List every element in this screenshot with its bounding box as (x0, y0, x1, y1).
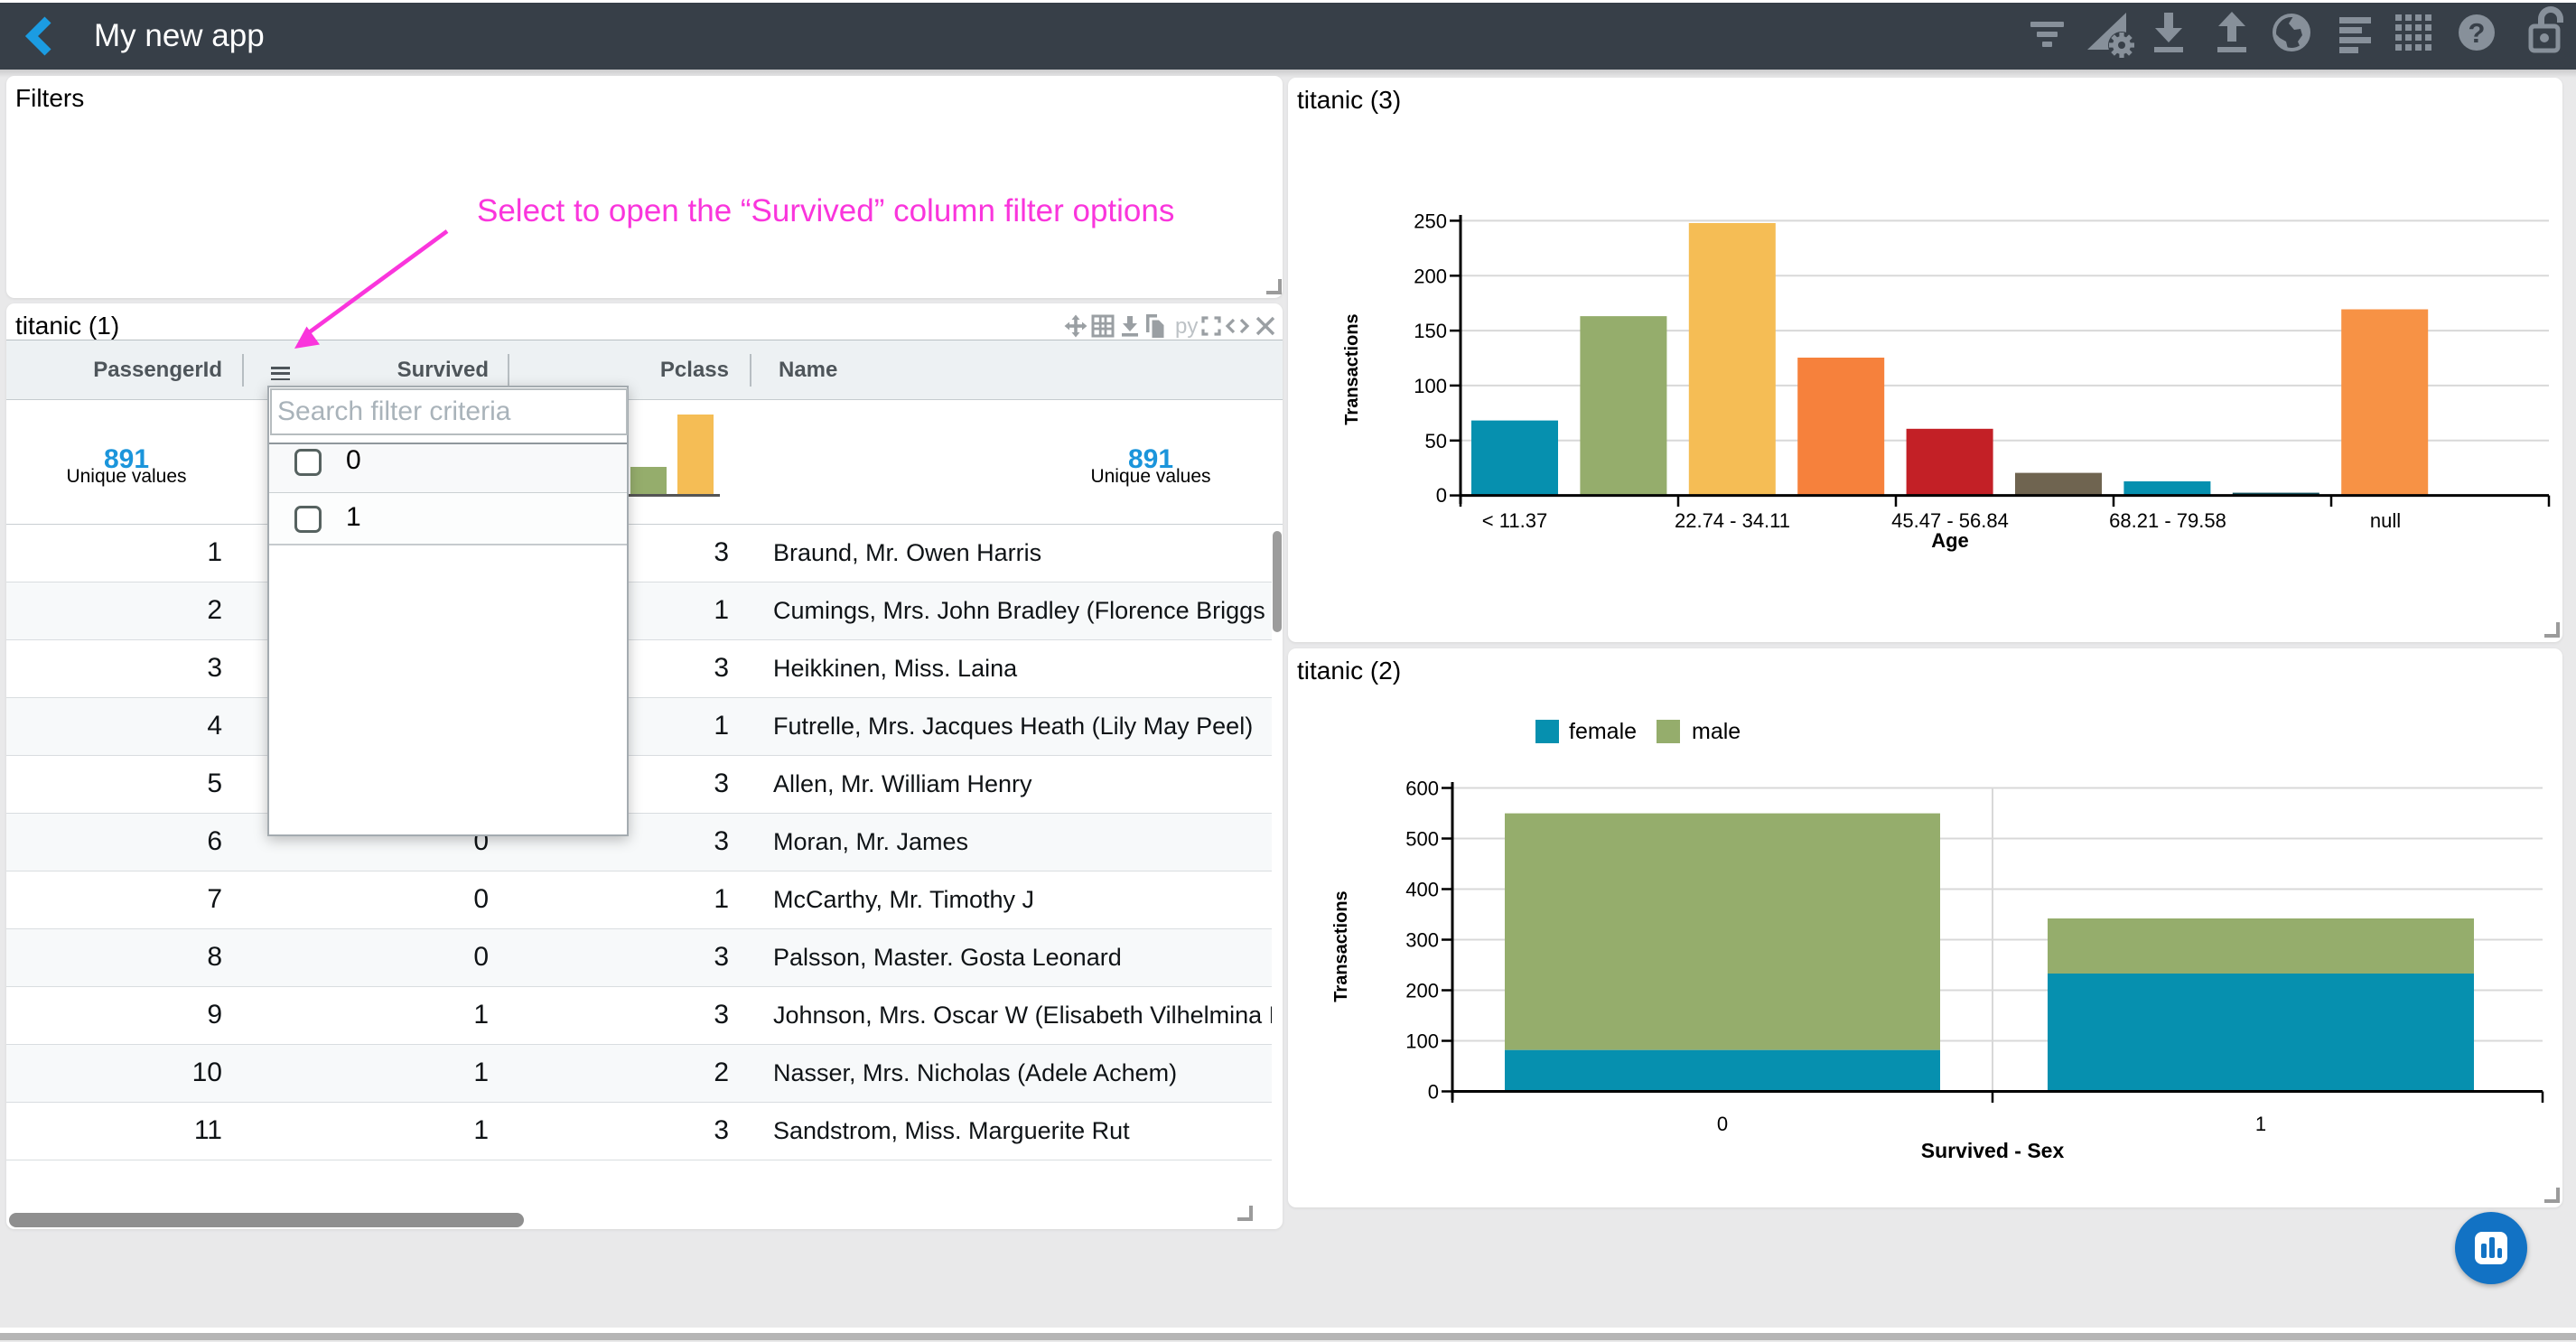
svg-text:100: 100 (1405, 1030, 1439, 1053)
svg-text:500: 500 (1405, 828, 1439, 851)
svg-text:600: 600 (1405, 778, 1439, 800)
svg-text:0: 0 (1428, 1081, 1439, 1104)
svg-text:Age: Age (1931, 529, 1969, 552)
svg-text:Survived - Sex: Survived - Sex (1921, 1139, 2065, 1162)
svg-text:0: 0 (1436, 484, 1447, 507)
svg-text:py: py (1175, 314, 1198, 339)
svg-text:Transactions: Transactions (1342, 313, 1362, 424)
svg-text:400: 400 (1405, 879, 1439, 901)
svg-text:?: ? (2469, 17, 2486, 49)
svg-text:< 11.37: < 11.37 (1482, 509, 1547, 532)
svg-text:300: 300 (1405, 929, 1439, 952)
svg-text:22.74 - 34.11: 22.74 - 34.11 (1675, 509, 1790, 532)
svg-text:0: 0 (1717, 1113, 1728, 1135)
svg-text:1: 1 (2255, 1113, 2266, 1135)
svg-text:50: 50 (1425, 430, 1447, 452)
svg-text:female: female (1569, 719, 1637, 744)
svg-text:68.21 - 79.58: 68.21 - 79.58 (2109, 509, 2226, 532)
svg-text:200: 200 (1414, 265, 1447, 287)
svg-text:100: 100 (1414, 375, 1447, 397)
svg-text:150: 150 (1414, 320, 1447, 342)
svg-text:250: 250 (1414, 210, 1447, 232)
svg-text:200: 200 (1405, 980, 1439, 1002)
svg-text:Transactions: Transactions (1331, 890, 1351, 1002)
svg-text:45.47 - 56.84: 45.47 - 56.84 (1891, 509, 2009, 532)
svg-text:male: male (1692, 719, 1741, 744)
svg-text:null: null (2370, 509, 2401, 532)
